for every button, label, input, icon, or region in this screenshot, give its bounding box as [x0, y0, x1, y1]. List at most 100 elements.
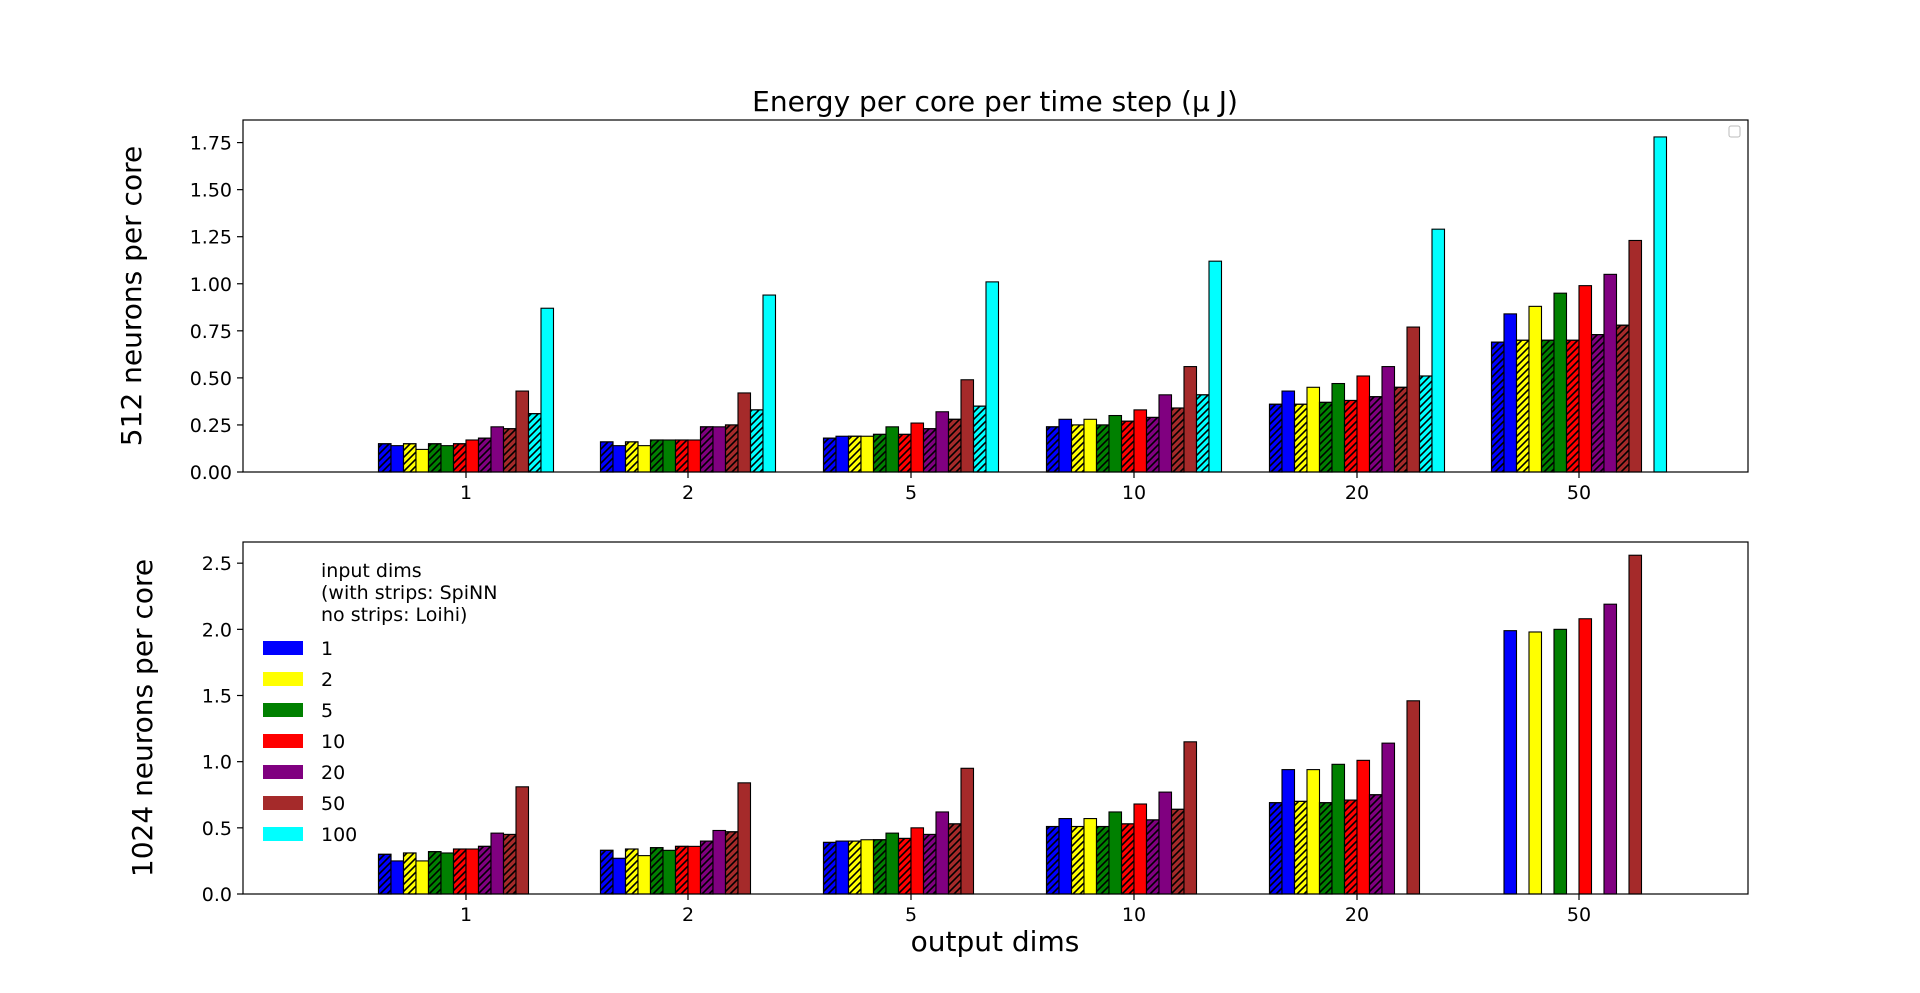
bar-loihi-input-10-output-50 [1578, 618, 1593, 895]
bar-loihi-input-50-output-50 [1628, 554, 1643, 895]
x-tick-label: 50 [1567, 482, 1591, 504]
bar-loihi-input-10-output-2 [687, 439, 702, 473]
bar-loihi-input-10-output-1 [465, 439, 480, 473]
bar-hatch-input-1-output-10 [1045, 426, 1060, 473]
bar-loihi-input-5-output-50 [1553, 292, 1568, 473]
bar-hatch-input-50-output-2 [724, 424, 739, 473]
y-tick-label: 1.00 [190, 274, 232, 296]
bar-hatch-input-5-output-20 [1318, 802, 1333, 895]
bar-hatch-input-10-output-5 [897, 837, 912, 895]
bar-hatch-input-20-output-20 [1368, 794, 1383, 895]
bottom-panel: 0.0 0.5 1.0 1.5 2.0 2.5 1 2 5 10 20 50 1024 neurons … [126, 541, 1749, 926]
bar-hatch-input-1-output-1 [377, 443, 392, 473]
bar-loihi-input-100-output-5 [985, 281, 1000, 473]
bar-loihi-input-10-output-2 [687, 845, 702, 895]
bar-loihi-input-20-output-10 [1158, 394, 1173, 473]
bar-loihi-input-5-output-1 [440, 852, 455, 895]
bar-loihi-input-20-output-50 [1603, 603, 1618, 895]
bar-loihi-input-1-output-20 [1281, 390, 1296, 473]
bar-hatch-input-5-output-10 [1095, 424, 1110, 473]
bar-loihi-input-1-output-10 [1058, 818, 1073, 895]
bar-hatch-input-5-output-1 [427, 851, 442, 895]
bar-loihi-input-2-output-5 [860, 435, 875, 473]
bar-loihi-input-5-output-50 [1553, 628, 1568, 895]
bar-hatch-input-100-output-10 [1195, 394, 1210, 473]
bar-hatch-input-50-output-1 [502, 833, 517, 895]
bar-hatch-input-2-output-10 [1070, 825, 1085, 895]
bar-hatch-input-100-output-5 [972, 405, 987, 473]
bar-loihi-input-5-output-1 [440, 445, 455, 473]
bar-loihi-input-20-output-5 [935, 411, 950, 473]
bar-loihi-input-5-output-20 [1331, 763, 1346, 895]
bar-hatch-input-20-output-10 [1145, 819, 1160, 895]
bar-hatch-input-20-output-5 [922, 833, 937, 895]
bar-loihi-input-2-output-2 [637, 855, 652, 895]
y-tick-label: 1.75 [190, 133, 232, 155]
bar-hatch-input-2-output-2 [624, 848, 639, 895]
bar-hatch-input-50-output-1 [502, 428, 517, 473]
bar-loihi-input-5-output-10 [1108, 811, 1123, 895]
bar-loihi-input-100-output-50 [1653, 136, 1668, 473]
legend-entry-10: 10 [321, 731, 345, 753]
x-tick-label: 1 [460, 482, 472, 504]
y-tick-label: 0.50 [190, 368, 232, 390]
bar-loihi-input-10-output-1 [465, 848, 480, 895]
legend-swatch-100 [263, 827, 303, 841]
bar-loihi-input-50-output-5 [960, 379, 975, 473]
bar-hatch-input-20-output-1 [477, 845, 492, 895]
bar-loihi-input-1-output-2 [612, 857, 627, 895]
legend-entry-5: 5 [321, 700, 333, 722]
bar-loihi-input-20-output-1 [490, 832, 505, 895]
bar-hatch-input-2-output-5 [847, 840, 862, 895]
bar-hatch-input-1-output-5 [822, 841, 837, 895]
bar-hatch-input-20-output-2 [699, 426, 714, 473]
x-tick-label: 5 [905, 904, 917, 926]
bar-loihi-input-5-output-20 [1331, 382, 1346, 473]
bar-loihi-input-1-output-1 [390, 445, 405, 473]
bar-loihi-input-20-output-1 [490, 426, 505, 473]
bar-loihi-input-10-output-20 [1356, 375, 1371, 473]
x-axis-label: output dims [911, 925, 1080, 958]
legend-swatch-1 [263, 641, 303, 655]
bar-hatch-input-10-output-20 [1343, 399, 1358, 473]
bar-loihi-input-10-output-10 [1133, 803, 1148, 895]
bar-loihi-input-1-output-5 [835, 840, 850, 895]
bar-hatch-input-50-output-2 [724, 831, 739, 895]
bar-loihi-input-2-output-5 [860, 839, 875, 895]
bar-hatch-input-10-output-20 [1343, 799, 1358, 895]
y-axis-label-1: 1024 neurons per core [126, 559, 159, 877]
bar-hatch-input-10-output-1 [452, 848, 467, 895]
bar-hatch-input-1-output-5 [822, 437, 837, 473]
bar-loihi-input-2-output-1 [415, 860, 430, 895]
bar-loihi-input-50-output-5 [960, 767, 975, 895]
y-tick-label: 1.0 [202, 752, 232, 774]
bar-loihi-input-50-output-1 [515, 390, 530, 473]
bar-loihi-input-1-output-2 [612, 445, 627, 473]
chart-title: Energy per core per time step (μ J) [752, 85, 1238, 118]
bar-loihi-input-50-output-10 [1183, 741, 1198, 895]
bar-hatch-input-10-output-2 [674, 845, 689, 895]
top-panel: 0.00 0.25 0.50 0.75 1.00 1.25 1.50 1.75 1 2 5 10 20 5… [115, 119, 1749, 504]
bar-loihi-input-5-output-2 [662, 849, 677, 895]
bar-hatch-input-20-output-5 [922, 428, 937, 473]
bar-loihi-input-2-output-50 [1528, 305, 1543, 473]
y-tick-label: 2.5 [202, 553, 232, 575]
bar-hatch-input-2-output-1 [402, 852, 417, 895]
bar-hatch-input-5-output-5 [872, 839, 887, 895]
bar-hatch-input-1-output-20 [1268, 403, 1283, 473]
bar-loihi-input-1-output-50 [1503, 313, 1518, 473]
top-panel-empty-legend [1728, 125, 1741, 138]
y-tick-label: 0.75 [190, 321, 232, 343]
bar-loihi-input-20-output-20 [1381, 366, 1396, 473]
bar-hatch-input-1-output-50 [1490, 341, 1505, 473]
bar-hatch-input-10-output-1 [452, 443, 467, 473]
bar-loihi-input-50-output-20 [1406, 700, 1421, 895]
bar-loihi-input-50-output-50 [1628, 239, 1643, 473]
bar-hatch-input-1-output-2 [599, 849, 614, 895]
bar-hatch-input-5-output-5 [872, 433, 887, 473]
bar-loihi-input-1-output-10 [1058, 418, 1073, 473]
bar-loihi-input-20-output-10 [1158, 791, 1173, 895]
bar-hatch-input-10-output-10 [1120, 420, 1135, 473]
